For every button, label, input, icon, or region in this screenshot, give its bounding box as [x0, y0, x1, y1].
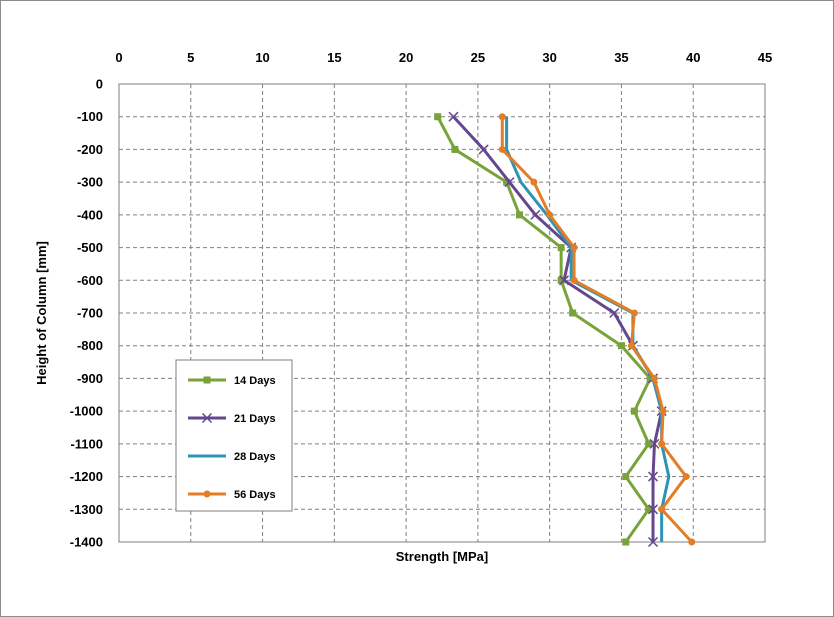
- data-point-14-days: [569, 309, 577, 317]
- legend-label: 14 Days: [234, 375, 276, 387]
- data-point-14-days: [557, 244, 565, 252]
- data-point-14-days: [557, 276, 565, 284]
- legend-marker: [201, 412, 213, 424]
- x-tick-label: 20: [399, 50, 413, 65]
- data-point-56-days: [630, 309, 638, 317]
- series-line-56-days: [500, 116, 693, 544]
- data-point-56-days: [530, 178, 538, 186]
- x-tick-label: 5: [187, 50, 194, 65]
- series-line-14-days: [436, 116, 652, 543]
- data-point-56-days: [627, 342, 635, 350]
- series-lines: [434, 111, 696, 548]
- data-point-21-days: [448, 111, 459, 122]
- data-point-56-days: [498, 113, 506, 121]
- data-point-14-days: [516, 211, 524, 219]
- y-tick-label: -600: [77, 273, 103, 288]
- data-point-21-days: [609, 307, 620, 319]
- data-point-21-days: [647, 471, 659, 482]
- y-tick-label: -1100: [70, 436, 103, 451]
- legend-item-21-days: 21 Days: [188, 412, 276, 425]
- y-tick-label: -200: [77, 142, 103, 157]
- y-tick-label: -1400: [70, 535, 103, 550]
- legend-label: 28 Days: [234, 451, 276, 463]
- series-14-days: [434, 113, 654, 546]
- data-point-56-days: [650, 374, 658, 382]
- x-tick-label: 30: [542, 50, 556, 65]
- data-point-14-days: [630, 407, 638, 415]
- y-tick-label: -800: [77, 338, 103, 353]
- data-point-14-days: [645, 440, 653, 448]
- legend-item-28-days: 28 Days: [188, 451, 276, 463]
- x-tick-label: 25: [471, 50, 485, 65]
- y-tick-label: -900: [77, 371, 103, 386]
- data-point-56-days: [688, 538, 696, 546]
- data-point-56-days: [682, 473, 690, 481]
- y-tick-label: -400: [77, 207, 103, 222]
- series-56-days: [498, 113, 696, 546]
- y-axis-title: Height of Column [mm]: [34, 241, 49, 385]
- data-point-21-days: [530, 209, 541, 220]
- x-tick-label: 10: [255, 50, 269, 65]
- data-point-56-days: [570, 276, 578, 284]
- data-point-56-days: [658, 505, 666, 513]
- data-point-56-days: [658, 440, 666, 448]
- data-point-14-days: [622, 538, 630, 546]
- tick-labels: 0 5 10 15 20 25 30 35 40 45 0 -100 -200 -300 -400 -500 -…: [70, 50, 772, 550]
- data-point-14-days: [434, 113, 442, 121]
- y-tick-label: -1300: [70, 502, 103, 517]
- legend-box: [175, 359, 293, 512]
- data-point-21-days: [647, 536, 659, 548]
- data-point-14-days: [617, 342, 625, 350]
- data-point-56-days: [498, 145, 506, 153]
- x-tick-label: 40: [686, 50, 700, 65]
- y-tick-label: -100: [77, 109, 103, 124]
- legend-marker: [203, 376, 211, 384]
- x-tick-label: 0: [115, 50, 122, 65]
- series-line-21-days: [452, 115, 664, 542]
- legend-label: 21 Days: [234, 413, 276, 425]
- data-point-14-days: [645, 505, 653, 513]
- x-tick-label: 35: [614, 50, 628, 65]
- data-point-21-days: [558, 275, 570, 286]
- x-axis-title: Strength [MPa]: [396, 549, 488, 564]
- data-point-21-days: [647, 504, 659, 515]
- data-point-56-days: [570, 244, 578, 252]
- data-point-14-days: [646, 374, 654, 382]
- data-point-56-days: [546, 211, 554, 219]
- legend: 14 Days 21 Days 28 Days 56 Days: [175, 359, 293, 512]
- y-tick-label: -1200: [70, 469, 103, 484]
- x-tick-label: 15: [327, 50, 341, 65]
- y-tick-label: -1000: [70, 404, 103, 419]
- data-point-21-days: [478, 144, 489, 155]
- data-point-14-days: [451, 145, 459, 153]
- y-tick-label: -700: [77, 306, 103, 321]
- data-point-14-days: [622, 473, 630, 481]
- x-tick-label: 45: [758, 50, 772, 65]
- data-point-21-days: [504, 177, 515, 188]
- legend-item-56-days: 56 Days: [188, 489, 276, 501]
- data-point-56-days: [659, 407, 667, 415]
- legend-marker: [203, 490, 211, 498]
- y-tick-label: 0: [96, 77, 103, 92]
- y-tick-label: -500: [77, 240, 103, 255]
- data-point-21-days: [649, 438, 660, 449]
- legend-item-14-days: 14 Days: [188, 375, 276, 387]
- data-point-14-days: [503, 178, 511, 186]
- y-tick-label: -300: [77, 175, 103, 190]
- legend-label: 56 Days: [234, 489, 276, 501]
